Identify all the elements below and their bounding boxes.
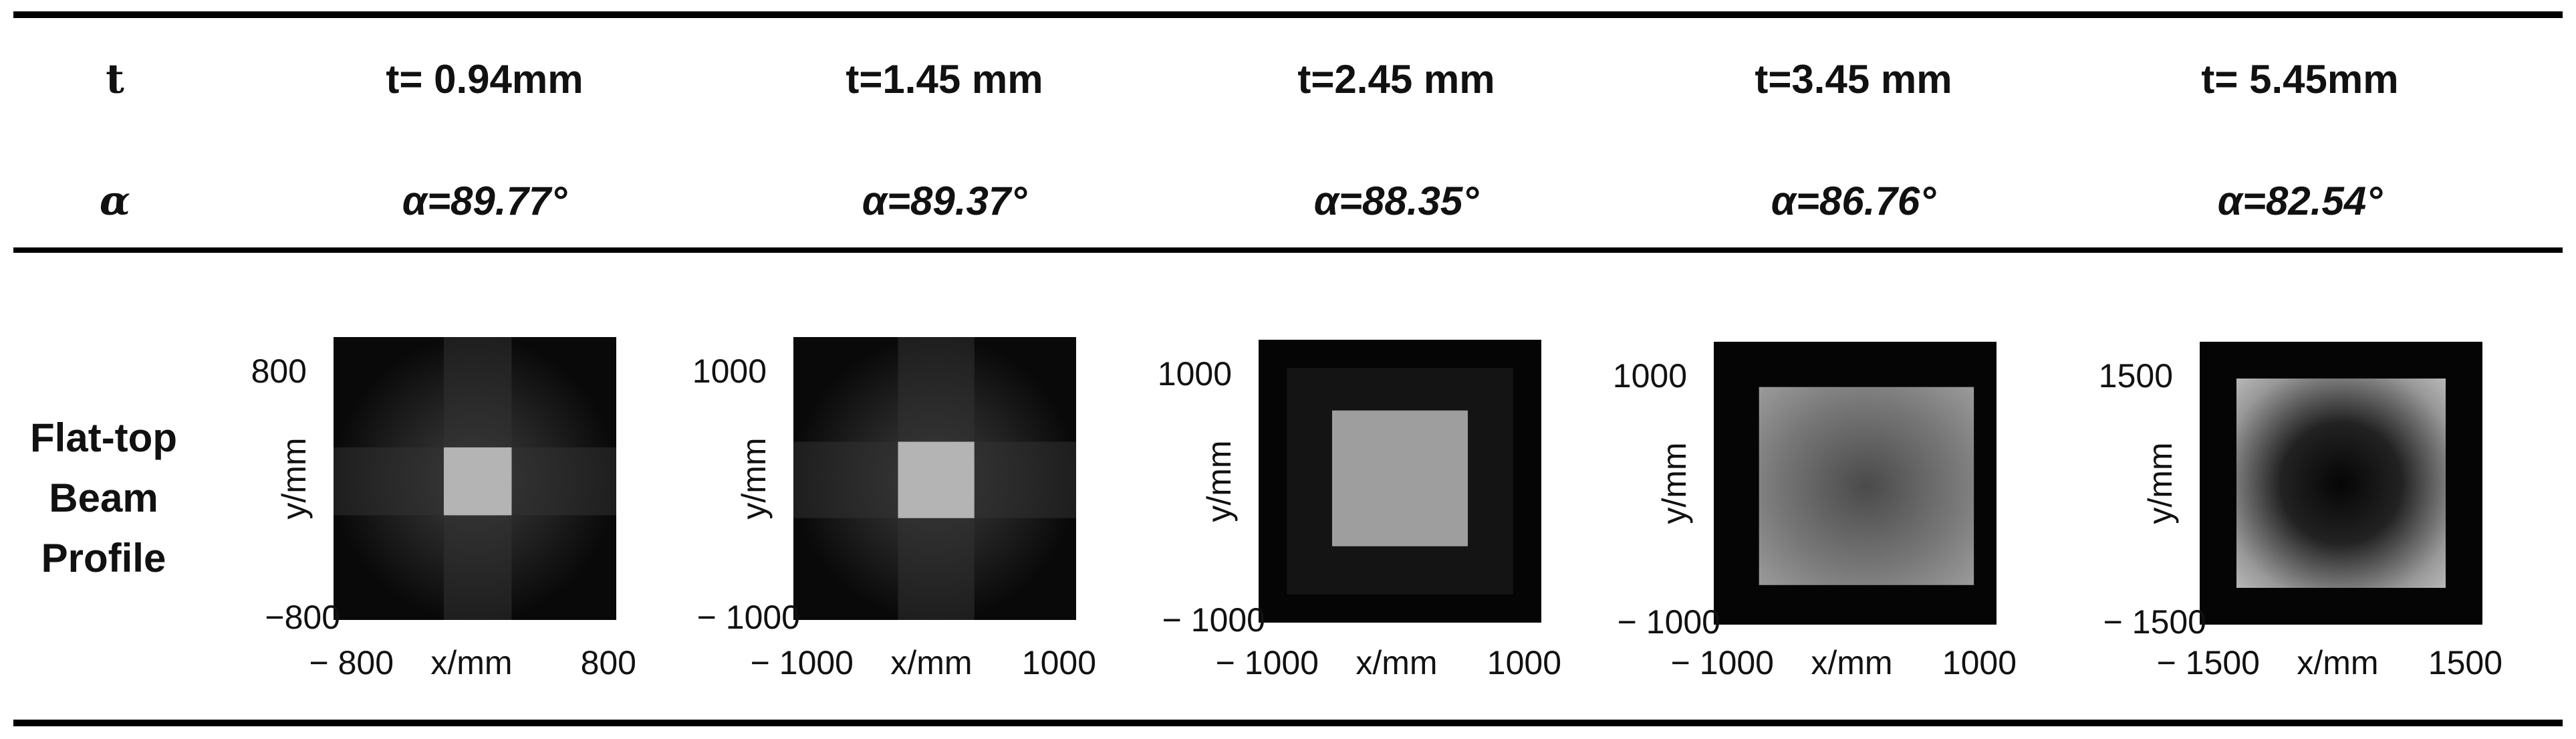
x-tick-label: − 1000 <box>1671 644 1774 681</box>
y-axis-label: y/mm <box>735 437 773 519</box>
x-tick-label: − 1000 <box>1216 644 1319 681</box>
x-tick-label: − 1500 <box>2157 644 2260 681</box>
y-tick-label: 800 <box>251 352 307 390</box>
beam-image <box>2200 342 2482 625</box>
beam-image <box>1714 342 1997 625</box>
y-tick-label: 1000 <box>1613 357 1687 395</box>
row-label: Flat-top <box>30 415 177 460</box>
x-tick-label: 1000 <box>1942 644 2017 681</box>
x-tick-label: 1000 <box>1487 644 1561 681</box>
y-axis-label: y/mm <box>275 437 313 519</box>
y-tick-label: − 1000 <box>1162 601 1265 639</box>
beam-image <box>793 337 1076 620</box>
t-cell: t= 5.45mm <box>2201 57 2398 102</box>
y-tick-label: − 1000 <box>697 599 800 636</box>
t-cell: t= 0.94mm <box>386 57 583 102</box>
y-tick-label: − 1000 <box>1618 603 1720 641</box>
row-label: Beam <box>49 476 158 520</box>
x-axis-label: x/mm <box>430 644 512 681</box>
x-axis-label: x/mm <box>890 644 972 681</box>
x-tick-label: 800 <box>581 644 636 681</box>
y-axis-label: y/mm <box>1656 442 1693 524</box>
t-cell: t=2.45 mm <box>1297 57 1495 102</box>
x-tick-label: 1500 <box>2428 644 2502 681</box>
y-axis-label: y/mm <box>1200 440 1238 522</box>
x-tick-label: 1000 <box>1022 644 1096 681</box>
x-tick-label: − 1000 <box>751 644 854 681</box>
y-tick-label: 1500 <box>2099 357 2173 395</box>
flat-top <box>443 447 512 516</box>
x-axis-label: x/mm <box>2297 644 2378 681</box>
alpha-cell: α=89.77° <box>402 179 567 223</box>
alpha-cell: α <box>100 178 130 225</box>
flat-top <box>1759 387 1974 585</box>
row-label: Profile <box>41 536 166 580</box>
y-tick-label: −800 <box>265 599 340 636</box>
t-cell: t <box>106 56 124 103</box>
alpha-cell: α=82.54° <box>2218 179 2383 223</box>
x-tick-label: − 800 <box>309 644 394 681</box>
t-cell: t=3.45 mm <box>1755 57 1952 102</box>
t-cell: t=1.45 mm <box>846 57 1043 102</box>
beam-image <box>334 337 616 620</box>
alpha-cell: α=86.76° <box>1771 179 1936 223</box>
y-tick-label: − 1500 <box>2103 603 2206 641</box>
x-axis-label: x/mm <box>1356 644 1437 681</box>
flat-top <box>1331 410 1468 546</box>
beam-image <box>1259 340 1541 623</box>
y-tick-label: 1000 <box>1158 355 1232 393</box>
flat-top <box>898 441 975 518</box>
y-axis-label: y/mm <box>2142 442 2179 524</box>
y-tick-label: 1000 <box>692 352 767 390</box>
flat-top <box>2236 378 2446 589</box>
x-axis-label: x/mm <box>1811 644 1892 681</box>
alpha-cell: α=88.35° <box>1314 179 1479 223</box>
alpha-cell: α=89.37° <box>862 179 1027 223</box>
